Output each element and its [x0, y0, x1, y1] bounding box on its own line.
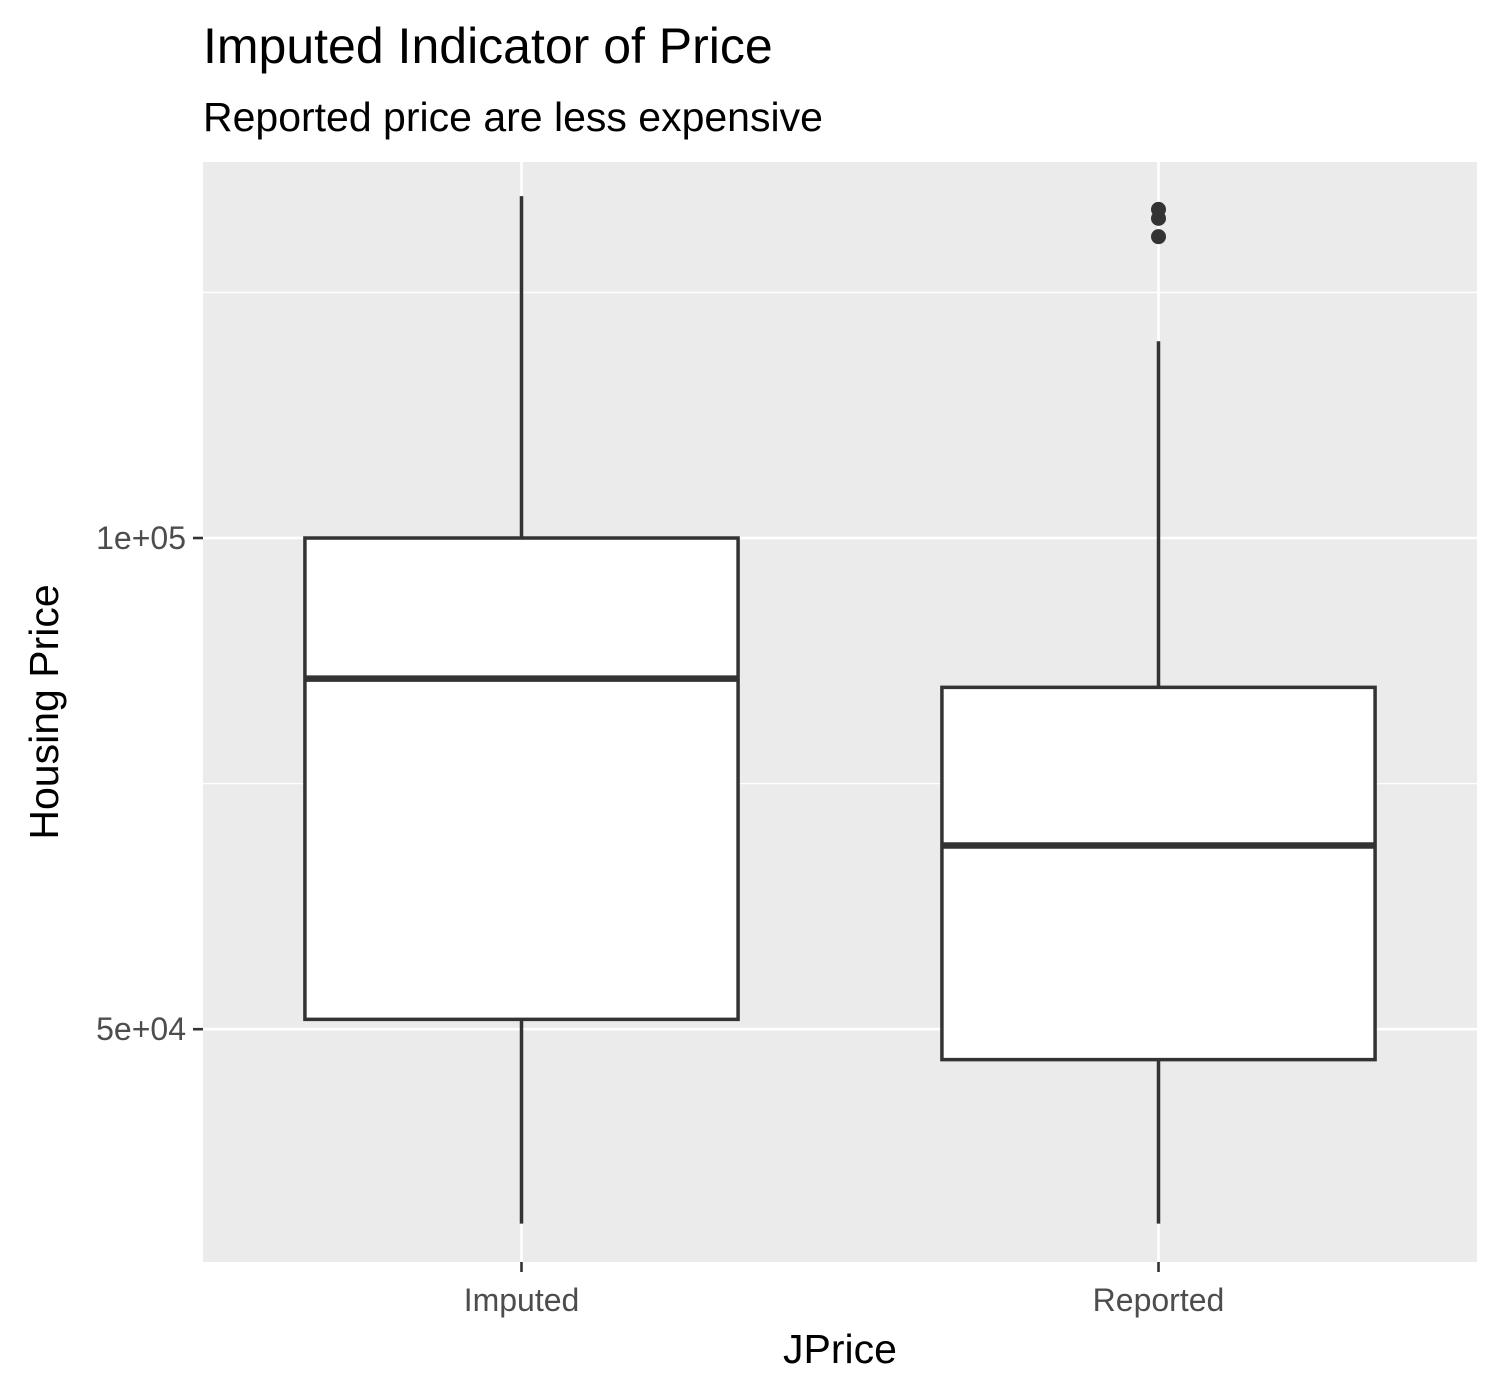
y-tick-label: 5e+04	[96, 1011, 186, 1047]
x-tick-label: Imputed	[464, 1282, 580, 1318]
y-tick-label: 1e+05	[96, 520, 186, 556]
chart-subtitle: Reported price are less expensive	[203, 94, 823, 140]
y-axis-title: Housing Price	[21, 584, 67, 839]
box-reported	[940, 201, 1377, 1224]
x-tick-label: Reported	[1093, 1282, 1225, 1318]
chart-title: Imputed Indicator of Price	[203, 18, 773, 74]
x-axis: Imputed Reported	[464, 1262, 1225, 1318]
y-axis: 5e+04 1e+05	[96, 520, 203, 1047]
interquartile-box	[303, 536, 740, 1022]
box-layer	[303, 196, 1377, 1224]
box-imputed	[303, 196, 740, 1224]
interquartile-box	[940, 685, 1377, 1062]
outlier-point	[1151, 201, 1166, 217]
outlier-point	[1151, 229, 1166, 245]
x-axis-title: JPrice	[783, 1326, 897, 1372]
